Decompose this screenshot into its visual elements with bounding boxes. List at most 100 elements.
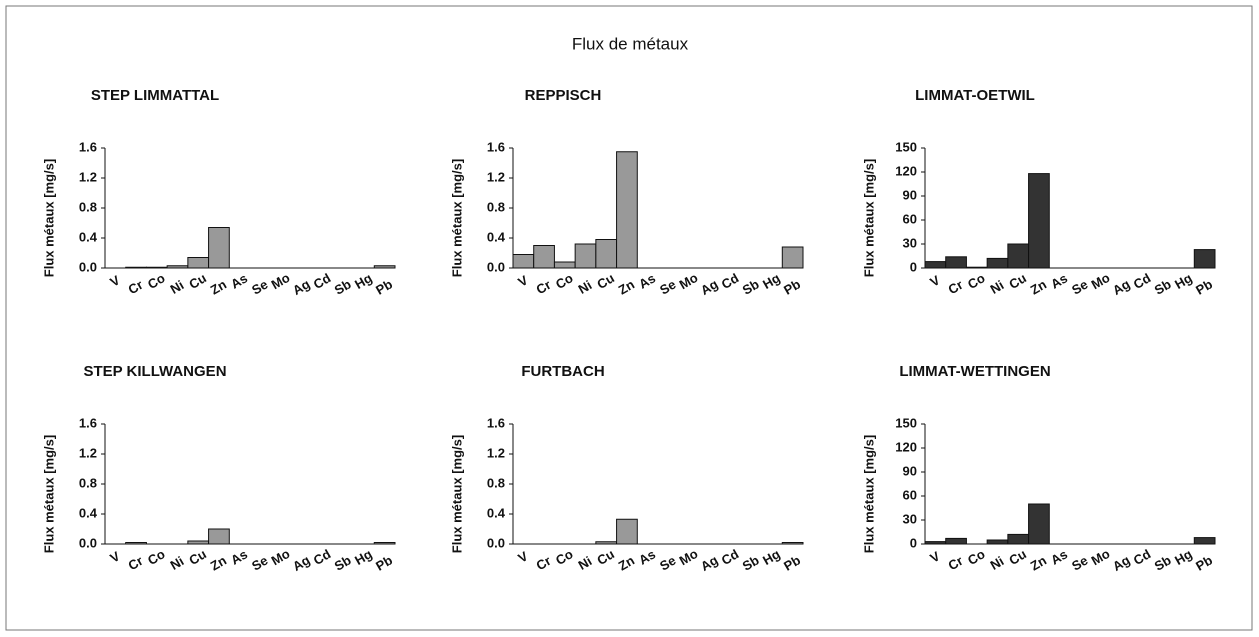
bar	[208, 528, 230, 545]
chart-title: FURTBACH	[521, 363, 604, 380]
x-tick-label: Sb	[1152, 276, 1174, 297]
y-axis-label: Flux métaux [mg/s]	[41, 435, 56, 553]
y-axis-label: Flux métaux [mg/s]	[449, 435, 464, 553]
x-tick-label: Se	[1069, 277, 1090, 298]
x-tick-label: Ni	[576, 277, 595, 296]
bar	[945, 537, 967, 545]
y-tick-label: 0.8	[487, 475, 505, 490]
y-tick-label: 120	[895, 163, 917, 178]
x-tick-label: Pb	[373, 552, 395, 573]
bar	[574, 243, 597, 269]
y-tick-label: 0.4	[487, 229, 506, 244]
y-tick-label: 1.6	[487, 415, 505, 430]
y-tick-label: 60	[903, 211, 917, 226]
bar	[1007, 243, 1030, 269]
x-tick-label: Sb	[740, 552, 762, 573]
y-tick-label: 1.6	[79, 139, 97, 154]
x-tick-label: Se	[657, 277, 678, 298]
y-tick-label: 150	[895, 415, 917, 430]
x-tick-label: Cr	[534, 553, 554, 573]
bar	[1028, 173, 1050, 269]
bar	[553, 261, 576, 269]
x-tick-label: Zn	[208, 553, 229, 574]
x-tick-label: As	[228, 546, 250, 567]
y-tick-label: 60	[903, 487, 917, 502]
bar	[781, 246, 804, 269]
chart-title: STEP LIMMATTAL	[91, 87, 219, 104]
chart-title: REPPISCH	[525, 87, 602, 104]
y-tick-label: 0.0	[79, 259, 97, 274]
x-tick-label: Cr	[534, 277, 554, 297]
x-tick-label: Sb	[1152, 552, 1174, 573]
y-axis-label: Flux métaux [mg/s]	[861, 159, 876, 277]
x-tick-label: Cr	[126, 277, 146, 297]
bar	[208, 227, 230, 269]
x-tick-label: Pb	[1193, 552, 1215, 573]
chart-title: LIMMAT-WETTINGEN	[899, 363, 1050, 380]
y-tick-label: 1.2	[487, 169, 505, 184]
x-tick-label: Sb	[332, 276, 354, 297]
y-tick-label: 90	[903, 187, 917, 202]
bar	[533, 245, 555, 269]
y-tick-label: 90	[903, 463, 917, 478]
y-tick-label: 0.4	[79, 505, 98, 520]
bar	[986, 257, 1009, 269]
x-tick-label: Pb	[1193, 276, 1215, 297]
y-tick-label: 0.8	[79, 199, 97, 214]
figure-title: Flux de métaux	[572, 34, 689, 53]
x-tick-label: Zn	[1028, 553, 1049, 574]
x-tick-label: Ni	[988, 553, 1007, 572]
y-tick-label: 0.4	[79, 229, 98, 244]
y-tick-label: 1.2	[487, 445, 505, 460]
x-tick-label: Se	[657, 553, 678, 574]
x-tick-label: As	[636, 546, 658, 567]
x-tick-label: Zn	[208, 277, 229, 298]
x-tick-label: Se	[1069, 553, 1090, 574]
bar	[616, 518, 638, 545]
y-tick-label: 0	[910, 259, 917, 274]
x-tick-label: As	[1048, 546, 1070, 567]
y-tick-label: 1.2	[79, 445, 97, 460]
x-tick-label: Se	[249, 277, 270, 298]
bar	[512, 254, 535, 269]
x-tick-label: Ni	[988, 277, 1007, 296]
bar	[1007, 533, 1030, 545]
bar	[595, 239, 618, 269]
y-tick-label: 120	[895, 439, 917, 454]
y-tick-label: 150	[895, 139, 917, 154]
y-axis-label: Flux métaux [mg/s]	[861, 435, 876, 553]
chart-title: LIMMAT-OETWIL	[915, 87, 1035, 104]
x-tick-label: Sb	[332, 552, 354, 573]
x-tick-label: Cr	[126, 553, 146, 573]
y-tick-label: 30	[903, 511, 917, 526]
x-tick-label: Pb	[781, 552, 803, 573]
bar	[986, 539, 1009, 545]
y-tick-label: 1.6	[487, 139, 505, 154]
bar	[1193, 537, 1216, 545]
x-tick-label: Zn	[616, 553, 637, 574]
y-tick-label: 1.2	[79, 169, 97, 184]
x-tick-label: As	[228, 270, 250, 291]
x-tick-label: Cr	[946, 277, 966, 297]
y-tick-label: 0.0	[487, 535, 505, 550]
x-tick-label: Ni	[576, 553, 595, 572]
y-tick-label: 0.4	[487, 505, 506, 520]
chart-title: STEP KILLWANGEN	[83, 363, 226, 380]
x-tick-label: As	[636, 270, 658, 291]
y-tick-label: 1.6	[79, 415, 97, 430]
y-tick-label: 0.0	[487, 259, 505, 274]
bar	[945, 256, 967, 269]
x-tick-label: Ni	[168, 277, 187, 296]
bar	[1193, 249, 1216, 269]
x-tick-label: Cr	[946, 553, 966, 573]
y-tick-label: 0.8	[487, 199, 505, 214]
x-tick-label: Ni	[168, 553, 187, 572]
bar	[616, 151, 638, 269]
y-tick-label: 30	[903, 235, 917, 250]
x-tick-label: Sb	[740, 276, 762, 297]
y-axis-label: Flux métaux [mg/s]	[449, 159, 464, 277]
bar	[1028, 503, 1050, 545]
y-tick-label: 0.0	[79, 535, 97, 550]
x-tick-label: Zn	[1028, 277, 1049, 298]
